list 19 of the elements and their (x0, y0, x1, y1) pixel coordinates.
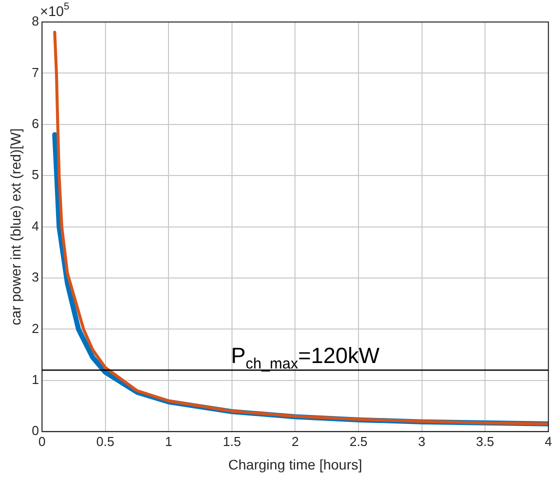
x-tick-label: 3 (418, 434, 426, 449)
x-tick-label: 1 (165, 434, 172, 449)
x-tick-label: 2 (292, 434, 299, 449)
y-tick-label: 4 (32, 218, 40, 234)
y-tick-label: 3 (32, 270, 40, 285)
y-tick-label: 7 (32, 64, 40, 80)
y-axis-title: car power int (blue) ext (red)[W] (7, 128, 24, 326)
x-tick-label: 3.5 (476, 434, 494, 449)
x-tick-label: 2.5 (349, 434, 368, 449)
x-axis-title: Charging time [hours] (228, 456, 362, 472)
x-tick-label: 1.5 (222, 434, 241, 449)
y-tick-label: 2 (32, 320, 40, 336)
y-tick-label: 0 (32, 423, 40, 438)
x-tick-label: 4 (544, 434, 552, 449)
y-tick-label: 6 (32, 116, 40, 131)
y-tick-label: 8 (32, 14, 40, 29)
y-tick-label: 5 (32, 167, 40, 182)
y-tick-label: 1 (32, 372, 40, 387)
x-tick-label: 0.5 (96, 434, 114, 449)
